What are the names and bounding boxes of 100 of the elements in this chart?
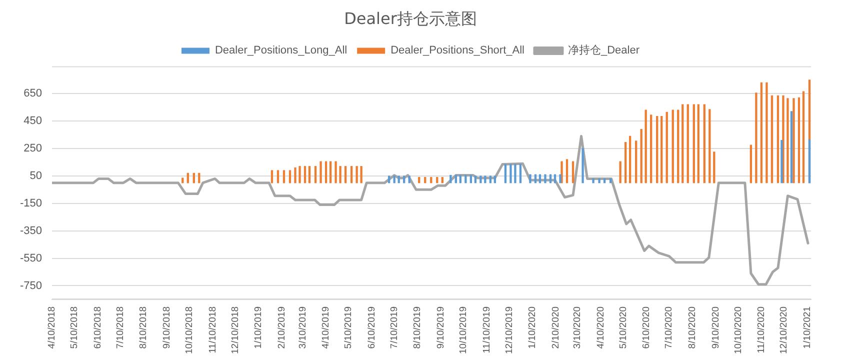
y-tick-label: -750 — [20, 280, 42, 292]
legend-label: 净持仓_Dealer — [568, 44, 640, 57]
y-tick-label: 650 — [24, 88, 42, 100]
bar — [644, 110, 647, 184]
bar — [786, 98, 789, 184]
x-tick-label: 8/10/2018 — [138, 306, 150, 349]
x-tick-label: 8/10/2020 — [687, 306, 698, 349]
y-tick-label: 50 — [30, 170, 42, 182]
y-tick-label: -350 — [20, 224, 42, 237]
y-tick-label: 450 — [24, 115, 42, 128]
bar — [598, 178, 600, 184]
x-tick-label: 7/10/2020 — [664, 306, 675, 349]
bar — [489, 176, 492, 184]
y-tick-label: -150 — [20, 197, 42, 210]
bar — [344, 166, 347, 184]
bar — [356, 166, 358, 184]
legend-label: Dealer_Positions_Short_All — [390, 44, 524, 57]
bar — [494, 176, 496, 184]
bar — [682, 104, 684, 184]
bar — [624, 142, 627, 184]
bar — [635, 140, 638, 184]
bar — [504, 164, 507, 184]
bar — [792, 98, 795, 184]
bar — [686, 104, 689, 184]
bar — [776, 95, 780, 184]
bar — [408, 176, 410, 184]
x-tick-label: 7/10/2018 — [114, 306, 126, 349]
bar — [514, 164, 516, 184]
x-tick-label: 5/10/2020 — [618, 306, 629, 349]
bar — [628, 136, 632, 184]
bar — [529, 174, 532, 184]
y-tick-label: 250 — [24, 142, 42, 155]
x-tick-label: 11/10/2019 — [481, 306, 492, 354]
bar — [464, 174, 467, 184]
x-tick-label: 10/10/2020 — [732, 306, 744, 354]
bar — [544, 174, 546, 184]
bar — [677, 110, 680, 184]
bar — [304, 166, 306, 184]
bar — [403, 176, 406, 184]
bar — [459, 174, 462, 184]
x-tick-label: 5/10/2019 — [343, 306, 354, 349]
bar — [282, 170, 286, 184]
x-tick-label: 12/10/2018 — [230, 306, 241, 354]
x-tick-label: 5/10/2018 — [69, 306, 80, 349]
bar — [320, 161, 322, 184]
bar — [329, 161, 332, 184]
y-tick-label: -550 — [20, 252, 42, 264]
bar — [708, 109, 711, 184]
bar — [703, 104, 706, 184]
bar — [436, 177, 438, 184]
x-tick-label: 1/10/2020 — [527, 306, 538, 349]
x-tick-label: 4/10/2018 — [46, 306, 58, 349]
bar — [350, 166, 353, 184]
x-tick-label: 2/10/2020 — [550, 306, 562, 349]
x-tick-label: 12/10/2020 — [778, 306, 790, 354]
bar — [798, 97, 800, 184]
bar — [288, 170, 292, 184]
bar — [519, 164, 522, 184]
bar — [276, 170, 280, 184]
bar — [314, 166, 317, 184]
bar — [582, 148, 584, 184]
bar — [782, 95, 784, 184]
bar — [424, 177, 426, 184]
bar — [640, 128, 642, 184]
x-tick-label: 6/10/2019 — [366, 306, 378, 349]
x-tick-label: 10/10/2019 — [458, 306, 470, 354]
bar — [760, 82, 763, 184]
x-tick-label: 7/10/2019 — [388, 306, 400, 349]
bar — [802, 91, 805, 184]
bar — [656, 116, 658, 184]
x-tick-label: 11/10/2020 — [756, 306, 768, 354]
bar — [298, 166, 301, 184]
bar — [186, 172, 189, 184]
bar — [324, 161, 328, 184]
bar — [441, 177, 444, 184]
bar — [454, 174, 457, 184]
bar — [566, 159, 568, 184]
bar — [750, 144, 752, 184]
bar — [510, 164, 512, 184]
bar — [619, 161, 622, 184]
bar — [592, 178, 594, 184]
bar — [713, 152, 716, 184]
bar — [474, 176, 477, 184]
bar — [560, 161, 563, 184]
bar — [398, 176, 400, 184]
x-tick-label: 12/10/2019 — [504, 306, 515, 354]
bar — [334, 161, 337, 184]
bar — [270, 170, 274, 184]
bar — [666, 112, 668, 184]
bar — [697, 104, 700, 184]
x-tick-label: 2/10/2019 — [276, 306, 288, 349]
bar — [660, 116, 663, 184]
x-tick-label: 6/10/2020 — [641, 306, 652, 349]
bar — [672, 110, 674, 184]
bar — [480, 176, 482, 184]
bar — [182, 178, 184, 184]
x-tick-label: 11/10/2018 — [207, 306, 218, 354]
x-tick-label: 1/10/2021 — [802, 306, 813, 349]
chart-title: Dealer持仓示意图 — [344, 8, 477, 28]
bar — [780, 140, 783, 184]
